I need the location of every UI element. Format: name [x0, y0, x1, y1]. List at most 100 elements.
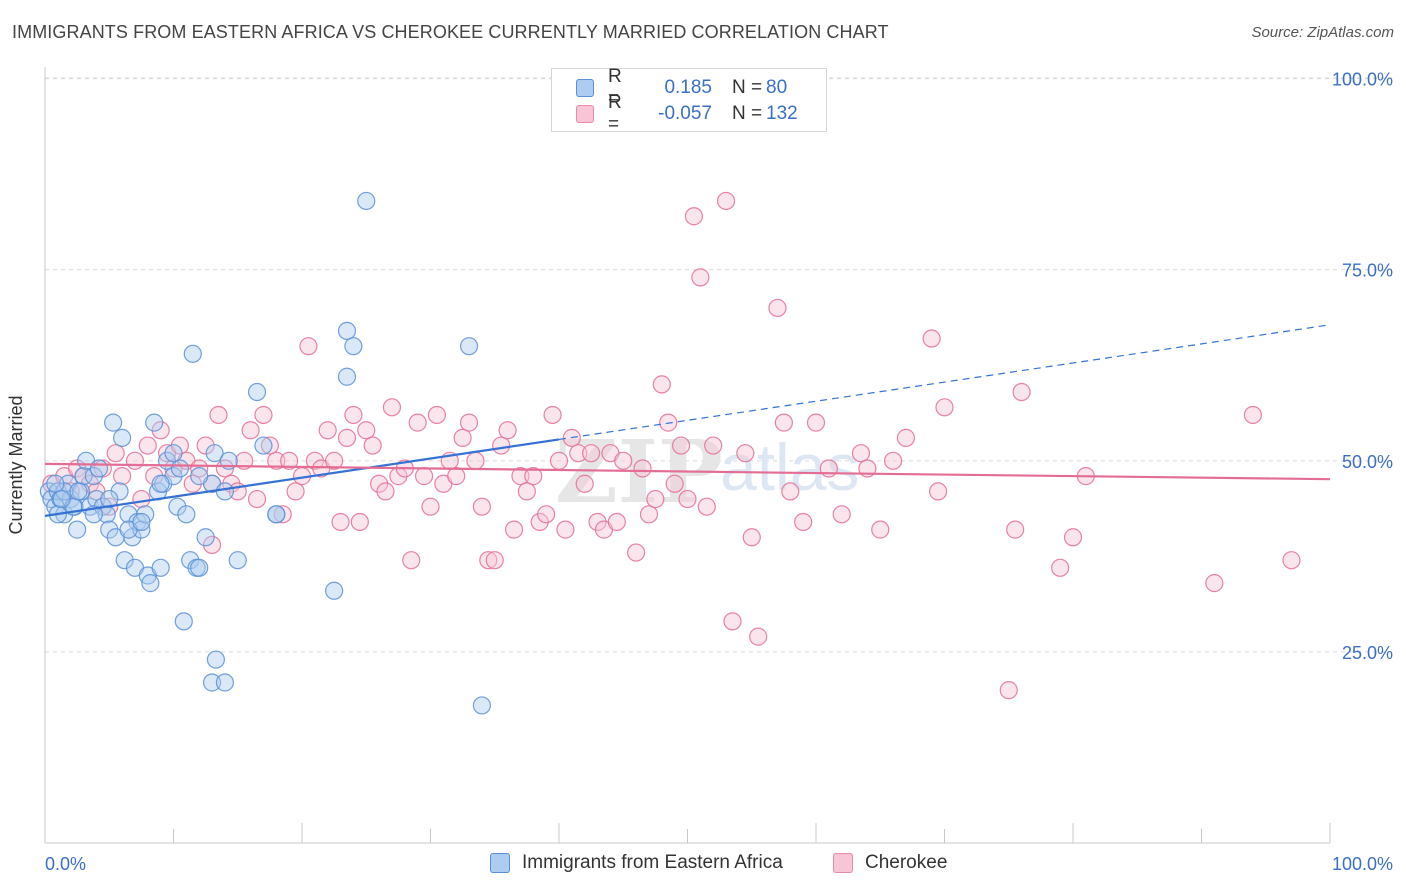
data-point-cherokee [684, 207, 704, 226]
gridlines [45, 77, 1392, 653]
data-point-eastern-africa [472, 696, 491, 715]
data-point-cherokee [716, 191, 736, 211]
chart-title: IMMIGRANTS FROM EASTERN AFRICA VS CHEROK… [12, 22, 889, 42]
data-point-eastern-africa [190, 558, 209, 577]
data-point-eastern-africa [344, 337, 363, 356]
data-point-cherokee [357, 421, 376, 440]
y-tick-label: 100.0% [1332, 70, 1393, 90]
data-point-eastern-africa [206, 650, 226, 669]
data-point-cherokee [524, 467, 543, 486]
data-point-cherokee [106, 444, 125, 463]
data-point-eastern-africa [337, 367, 357, 386]
legend-swatch-eastern-africa [490, 853, 510, 873]
data-point-cherokee [1243, 405, 1263, 425]
legend-item-eastern-africa[interactable]: Immigrants from Eastern Africa [490, 852, 783, 874]
data-point-cherokee [1205, 574, 1224, 593]
data-point-eastern-africa [132, 520, 151, 539]
data-point-cherokee [871, 520, 890, 539]
data-point-cherokee [575, 474, 594, 493]
data-point-cherokee [1012, 382, 1031, 402]
data-point-eastern-africa [357, 191, 376, 211]
data-point-eastern-africa [325, 581, 344, 600]
x-tick-labels: 0.0% 100.0% [45, 854, 1393, 874]
data-point-eastern-africa [174, 612, 193, 631]
data-point-cherokee [691, 268, 710, 287]
watermark: ZIP atlas [555, 422, 859, 523]
data-point-cherokee [768, 298, 787, 318]
data-point-cherokee [626, 543, 646, 562]
data-point-eastern-africa [170, 459, 190, 478]
data-point-cherokee [414, 467, 434, 486]
y-axis-title: Currently Married [6, 395, 26, 535]
trend-line-cherokee [44, 462, 1331, 481]
y-tick-label: 50.0% [1342, 452, 1393, 472]
data-point-eastern-africa [254, 436, 273, 455]
data-point-cherokee [190, 459, 209, 478]
data-point-cherokee [671, 436, 691, 455]
data-point-eastern-africa [52, 489, 71, 509]
data-point-cherokee [421, 497, 440, 516]
data-point-cherokee [125, 451, 145, 470]
data-point-cherokee [267, 451, 286, 470]
data-point-cherokee [665, 474, 684, 493]
data-point-cherokee [318, 421, 337, 440]
trend-line-eastern-africa-extension [558, 324, 1331, 441]
data-point-eastern-africa [132, 512, 151, 532]
data-point-cherokee [209, 405, 228, 425]
data-point-cherokee [819, 459, 838, 478]
data-point-cherokee [408, 413, 427, 432]
data-point-cherokee [896, 428, 916, 447]
data-point-cherokee [273, 505, 292, 524]
y-tick-labels: 25.0% 50.0% 75.0% 100.0% [1332, 70, 1393, 663]
data-point-cherokee [704, 436, 723, 455]
data-point-eastern-africa [112, 428, 132, 447]
data-point-cherokee [999, 681, 1018, 700]
data-point-cherokee [928, 482, 948, 501]
data-point-eastern-africa [215, 482, 234, 501]
data-point-eastern-africa [164, 444, 183, 463]
legend-item-cherokee[interactable]: Cherokee [833, 852, 947, 874]
data-point-eastern-africa [196, 528, 215, 547]
data-point-cherokee [736, 444, 755, 463]
data-point-cherokee [607, 512, 626, 532]
data-point-eastern-africa [337, 321, 357, 340]
data-point-cherokee [427, 405, 447, 425]
n-value: 132 [766, 103, 798, 124]
data-point-cherokee [537, 505, 556, 524]
data-point-cherokee [652, 375, 671, 394]
data-point-eastern-africa [228, 551, 247, 570]
data-point-cherokee [247, 489, 267, 509]
data-point-cherokee [132, 489, 151, 509]
data-point-cherokee [485, 551, 504, 570]
data-point-cherokee [883, 451, 903, 470]
data-point-cherokee [633, 459, 652, 478]
data-point-cherokee [794, 512, 813, 532]
cherokee-points [42, 191, 1301, 700]
data-point-eastern-africa [205, 444, 224, 463]
trend-line-eastern-africa [44, 438, 560, 517]
data-point-cherokee [646, 489, 665, 509]
data-point-eastern-africa [151, 474, 170, 493]
data-point-eastern-africa [151, 558, 170, 577]
data-point-cherokee [350, 512, 369, 532]
data-point-cherokee [286, 482, 305, 501]
data-point-cherokee [742, 528, 761, 547]
data-point-cherokee [556, 520, 575, 539]
data-point-cherokee [549, 451, 569, 470]
legend-label-eastern-africa: Immigrants from Eastern Africa [522, 852, 783, 873]
data-point-cherokee [138, 436, 157, 455]
stats-row-eastern-africa: R = 0.185 N = 80 [576, 66, 787, 109]
data-point-cherokee [376, 482, 395, 501]
data-point-cherokee [504, 520, 524, 539]
data-point-cherokee [1282, 551, 1301, 570]
data-point-cherokee [582, 444, 601, 463]
data-point-cherokee [1006, 520, 1025, 539]
data-point-cherokee [337, 428, 357, 447]
r-label: R = [608, 92, 622, 135]
stats-row-cherokee: R = -0.057 N = 132 [576, 92, 798, 135]
x-tick-label-min: 0.0% [45, 854, 86, 874]
data-point-cherokee [402, 551, 421, 570]
data-point-cherokee [723, 612, 742, 631]
axes [44, 67, 1331, 844]
data-point-eastern-africa [459, 337, 479, 356]
